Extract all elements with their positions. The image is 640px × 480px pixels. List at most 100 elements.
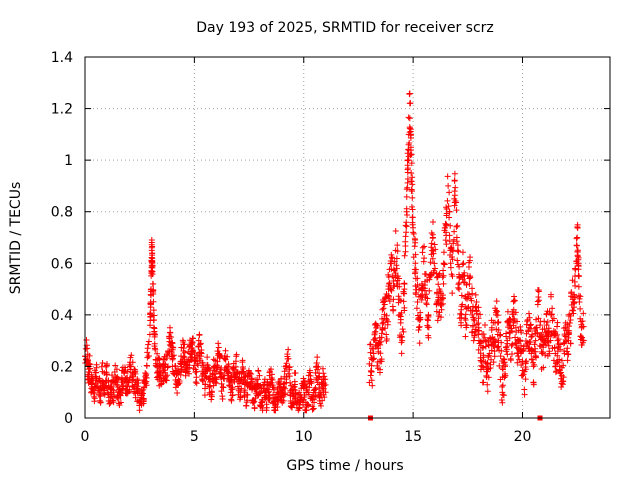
data-point	[369, 345, 376, 352]
data-point	[387, 257, 394, 264]
data-point	[558, 364, 565, 371]
data-point	[425, 324, 432, 331]
data-point	[244, 397, 251, 404]
data-point	[154, 350, 161, 357]
data-point	[399, 326, 406, 333]
data-point	[537, 318, 544, 325]
data-point	[378, 330, 385, 337]
data-point	[377, 338, 384, 345]
data-point	[134, 390, 141, 397]
data-point	[257, 382, 264, 389]
data-point	[430, 269, 437, 276]
data-point	[370, 356, 377, 363]
data-point	[88, 371, 95, 378]
data-point	[412, 260, 419, 267]
data-point	[439, 300, 446, 307]
data-point	[453, 238, 460, 245]
data-point	[384, 318, 391, 325]
data-point	[462, 311, 469, 318]
data-point	[402, 233, 409, 240]
data-point	[409, 214, 416, 221]
data-point	[434, 273, 441, 280]
data-point	[533, 324, 540, 331]
data-point	[402, 222, 409, 229]
data-point	[520, 343, 527, 350]
data-point	[449, 290, 456, 297]
data-point	[531, 361, 538, 368]
data-point	[494, 308, 501, 315]
data-point	[258, 402, 265, 409]
data-point	[455, 248, 462, 255]
data-point	[575, 292, 582, 299]
data-point	[228, 397, 235, 404]
data-point	[521, 391, 528, 398]
data-point	[535, 293, 542, 300]
data-point	[244, 391, 251, 398]
data-point	[412, 251, 419, 258]
data-point	[406, 115, 413, 122]
data-point	[414, 281, 421, 288]
data-point	[321, 380, 328, 387]
data-point	[307, 395, 314, 402]
data-point	[253, 376, 260, 383]
data-point	[313, 359, 320, 366]
data-point	[104, 360, 111, 367]
data-point	[372, 343, 379, 350]
data-point	[407, 100, 414, 107]
data-point	[440, 267, 447, 274]
data-point	[451, 170, 458, 177]
data-point	[559, 378, 566, 385]
data-point	[567, 340, 574, 347]
data-point	[306, 369, 313, 376]
data-point	[143, 374, 150, 381]
data-point	[197, 340, 204, 347]
data-point	[450, 248, 457, 255]
data-point	[498, 339, 505, 346]
data-point	[469, 290, 476, 297]
data-point	[151, 343, 158, 350]
data-point	[285, 346, 292, 353]
data-point	[557, 346, 564, 353]
data-point	[524, 318, 531, 325]
data-point	[432, 246, 439, 253]
data-point	[128, 352, 135, 359]
data-point	[380, 319, 387, 326]
data-point	[408, 186, 415, 193]
data-point	[508, 351, 515, 358]
data-point	[318, 402, 325, 409]
data-point	[526, 314, 533, 321]
data-point	[459, 261, 466, 268]
data-point	[161, 367, 168, 374]
data-point	[244, 373, 251, 380]
data-point	[147, 313, 154, 320]
data-point	[575, 254, 582, 261]
data-point	[429, 231, 436, 238]
data-point	[270, 391, 277, 398]
data-points	[82, 90, 587, 421]
data-point	[150, 281, 157, 288]
data-point	[222, 347, 229, 354]
data-point	[277, 381, 284, 388]
data-point	[453, 223, 460, 230]
data-point	[380, 299, 387, 306]
data-point	[450, 236, 457, 243]
data-point	[497, 353, 504, 360]
data-point	[520, 371, 527, 378]
data-point	[445, 203, 452, 210]
data-point	[239, 357, 246, 364]
data-point	[494, 319, 501, 326]
data-point	[314, 366, 321, 373]
data-point	[386, 298, 393, 305]
data-point	[117, 399, 124, 406]
data-point	[454, 222, 461, 229]
data-point	[564, 357, 571, 364]
data-point	[490, 359, 497, 366]
data-point	[412, 266, 419, 273]
data-point	[395, 293, 402, 300]
data-point	[180, 345, 187, 352]
data-point	[265, 388, 272, 395]
data-point	[179, 337, 186, 344]
data-point	[96, 377, 103, 384]
data-point	[212, 379, 219, 386]
data-point	[283, 360, 290, 367]
